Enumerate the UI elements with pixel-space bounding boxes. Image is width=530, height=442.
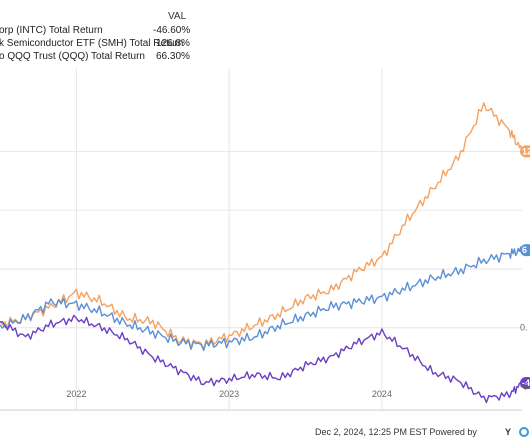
legend-header: VAL: [168, 11, 187, 22]
end-label-text: 12: [522, 146, 530, 156]
footer-timestamp: Dec 2, 2024, 12:25 PM EST Powered by: [315, 427, 477, 437]
series-line-qqq: [0, 246, 523, 352]
y-tick-label: -6: [520, 381, 528, 391]
legend: VAL orp (INTC) Total Return -46.60% k Se…: [0, 11, 190, 62]
legend-entry-value: 126.8%: [156, 38, 190, 49]
legend-entry: k Semiconductor ETF (SMH) Total Return 1…: [0, 38, 190, 49]
x-tick-label: 2024: [372, 389, 392, 399]
y-axis-ticks: 0. -6: [520, 323, 528, 392]
end-labels: 12 6 -4: [520, 145, 530, 389]
end-label-badge: [520, 244, 530, 257]
series-lines: [0, 102, 523, 404]
end-label-text: -4: [522, 378, 530, 388]
legend-entry-name: k Semiconductor ETF (SMH) Total Return: [0, 38, 183, 49]
brand-logo: Y: [505, 427, 511, 437]
x-tick-label: 2022: [66, 389, 86, 399]
series-line-smh: [0, 102, 523, 350]
brand-logo-icon: [519, 427, 529, 437]
legend-entry-name: orp (INTC) Total Return: [0, 25, 103, 36]
legend-entry: orp (INTC) Total Return -46.60%: [0, 25, 190, 36]
x-tick-label: 2023: [219, 389, 239, 399]
y-tick-label: 0.: [520, 323, 528, 333]
end-label-badge: [520, 376, 530, 389]
end-label-badge: [520, 145, 530, 158]
footer: Dec 2, 2024, 12:25 PM EST Powered by Y: [315, 427, 529, 437]
legend-entry-value: 66.30%: [156, 51, 190, 62]
legend-entry: o QQQ Trust (QQQ) Total Return 66.30%: [0, 51, 190, 62]
legend-entry-name: o QQQ Trust (QQQ) Total Return: [0, 51, 145, 62]
gridlines: [0, 68, 522, 411]
legend-entry-value: -46.60%: [153, 25, 190, 36]
series-line-intc: [0, 314, 523, 404]
end-label-text: 6: [522, 245, 527, 255]
x-axis-ticks: 2022 2023 2024: [66, 389, 392, 399]
